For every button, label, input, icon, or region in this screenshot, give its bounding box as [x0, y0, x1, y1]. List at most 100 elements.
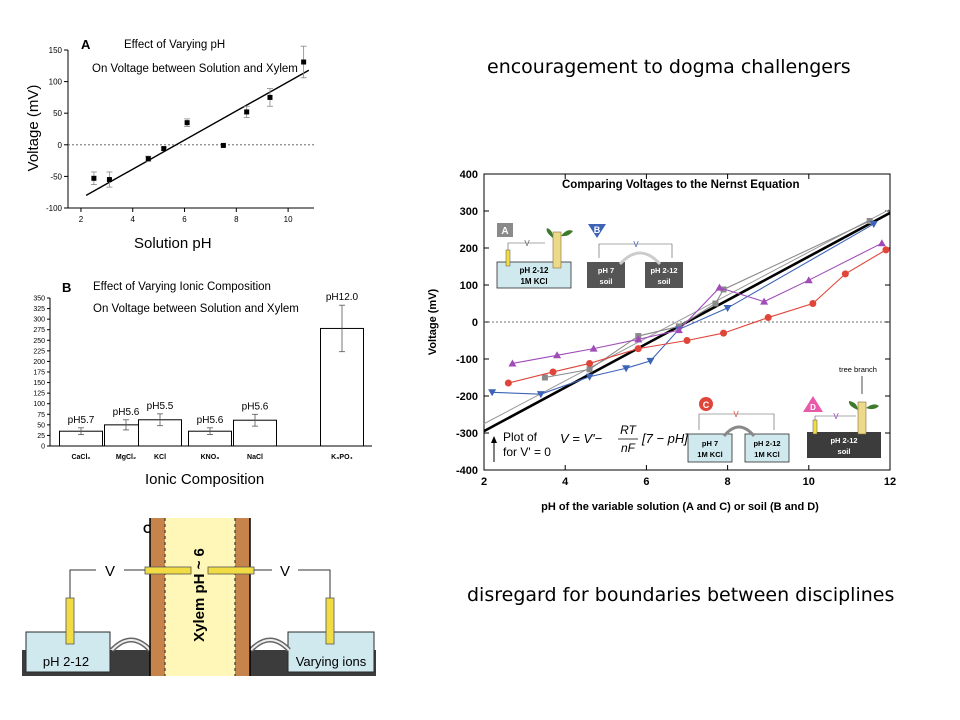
wire-left-1 [69, 569, 96, 598]
inset-d-v: V [833, 412, 839, 421]
d-point-c [586, 359, 594, 367]
panel-a-letter: A [81, 37, 91, 52]
a-data-point [161, 146, 167, 152]
inset-a-electrode [505, 249, 511, 267]
panel-a-xlabel: Solution pH [134, 235, 212, 252]
a-y-tick-label: 150 [49, 46, 63, 55]
inset-c-wire [698, 413, 775, 430]
d-point-d [553, 351, 562, 359]
d-point-a [712, 300, 719, 307]
d-point-b [646, 357, 655, 365]
b-ph-label: pH12.0 [326, 292, 359, 303]
panel-b-letter: B [62, 280, 71, 295]
d-point-b [622, 365, 631, 373]
panel-b-xlabel: Ionic Composition [145, 471, 264, 488]
salt-bridge-right-inner [250, 639, 290, 651]
inset-b-bridge [618, 251, 662, 266]
inset-b-right1: pH 2-12 [650, 266, 677, 275]
inset-c-letter: C [703, 400, 710, 410]
inset-a-v: V [524, 239, 530, 248]
inset-b-left1: pH 7 [598, 266, 614, 275]
inset-b-left-pot [587, 262, 625, 288]
b-ph-label: pH5.6 [197, 415, 224, 426]
d-point-b [585, 373, 594, 381]
a-data-point [106, 177, 112, 183]
d-point-d [508, 359, 517, 367]
a-y-tick-label: 50 [53, 109, 62, 118]
inset-c-left-bath [687, 433, 733, 463]
d-point-a [866, 217, 873, 224]
a-y-tick-label: -50 [50, 172, 62, 181]
inset-b-right-pot [645, 262, 683, 288]
inset-b-letter: B [594, 225, 601, 235]
a-data-point [220, 142, 226, 148]
inset-d-electrode [812, 419, 818, 435]
b-category-label: CaCl₂ [71, 454, 90, 461]
inset-a-leaves [546, 228, 573, 238]
inset-c-badge [699, 397, 713, 411]
inset-a-stem [552, 231, 562, 269]
d-point-c [841, 270, 849, 278]
d-x-tick-label: 2 [481, 476, 487, 488]
a-x-tick-label: 6 [182, 215, 187, 224]
inset-c-right2: 1M KCl [754, 450, 779, 459]
d-y-tick-label: -200 [456, 391, 478, 403]
inset-c-right1: pH 2-12 [753, 439, 780, 448]
d-series-line-b [492, 223, 875, 395]
d-point-b [869, 220, 878, 228]
inset-a-line1: pH 2-12 [520, 266, 549, 275]
inset-d-letter: D [810, 403, 816, 412]
salt-bridge-left-inner [111, 639, 151, 651]
b-y-tick-label: 75 [37, 412, 45, 419]
a-x-tick-label: 8 [234, 215, 239, 224]
panel-a-ylabel: Voltage (mV) [25, 85, 42, 172]
d-point-c [882, 246, 890, 254]
inset-d-wire [814, 415, 856, 420]
b-y-tick-label: 125 [33, 391, 45, 398]
b-ph-label: pH5.6 [113, 407, 140, 418]
d-eq-den: nF [621, 441, 636, 455]
b-y-tick-label: 50 [37, 422, 45, 429]
d-eq-plot-of: Plot of [503, 430, 538, 444]
d-point-c [764, 314, 772, 322]
a-x-tick-label: 4 [131, 215, 136, 224]
d-point-c [809, 300, 817, 307]
d-x-tick-label: 10 [803, 476, 815, 488]
panel-a-chart: A Effect of Varying pH On Voltage betwee… [25, 37, 314, 252]
b-y-tick-label: 275 [33, 327, 45, 334]
b-ph-label: pH5.7 [68, 415, 95, 426]
d-point-c [683, 337, 691, 344]
b-category-label: K₃PO₄ [331, 454, 353, 461]
inset-b-wire [598, 243, 673, 258]
headline-bottom: disregard for boundaries between discipl… [467, 584, 895, 606]
a-y-tick-label: -100 [46, 204, 63, 213]
b-y-tick-label: 25 [37, 433, 45, 440]
headline-top: encouragement to dogma challengers [487, 56, 851, 78]
a-data-point [145, 156, 151, 162]
inset-d-badge [803, 396, 823, 412]
a-y-tick-label: 100 [49, 78, 63, 87]
panel-c-diagram: C soil pH 2-12 Varying ions Xylem pH ~ 6… [22, 518, 376, 676]
b-y-tick-label: 225 [33, 348, 45, 355]
d-series-line-d [512, 242, 883, 364]
d-point-d [804, 276, 813, 284]
inset-b-badge [588, 224, 606, 238]
panel-b-subtitle: On Voltage between Solution and Xylem [93, 303, 299, 315]
d-eq-lhs: V = V'− [560, 431, 603, 446]
b-ph-label: pH5.6 [242, 401, 269, 412]
inset-c-left2: 1M KCl [697, 450, 722, 459]
b-y-tick-label: 325 [33, 306, 45, 313]
b-y-tick-label: 0 [41, 444, 45, 451]
d-y-tick-label: 400 [460, 169, 478, 181]
d-eq-for-v: for V' = 0 [503, 445, 551, 459]
wire-right-1 [298, 569, 331, 598]
b-y-tick-label: 175 [33, 370, 45, 377]
inset-b-v: V [633, 240, 639, 249]
right-bath-label: Varying ions [296, 654, 367, 669]
panel-b-title: Effect of Varying Ionic Composition [93, 281, 271, 293]
d-point-a [541, 374, 548, 381]
a-data-point [184, 120, 190, 126]
d-y-tick-label: 300 [460, 206, 478, 218]
d-point-d [674, 326, 683, 334]
d-gray-fit-line [483, 208, 891, 425]
